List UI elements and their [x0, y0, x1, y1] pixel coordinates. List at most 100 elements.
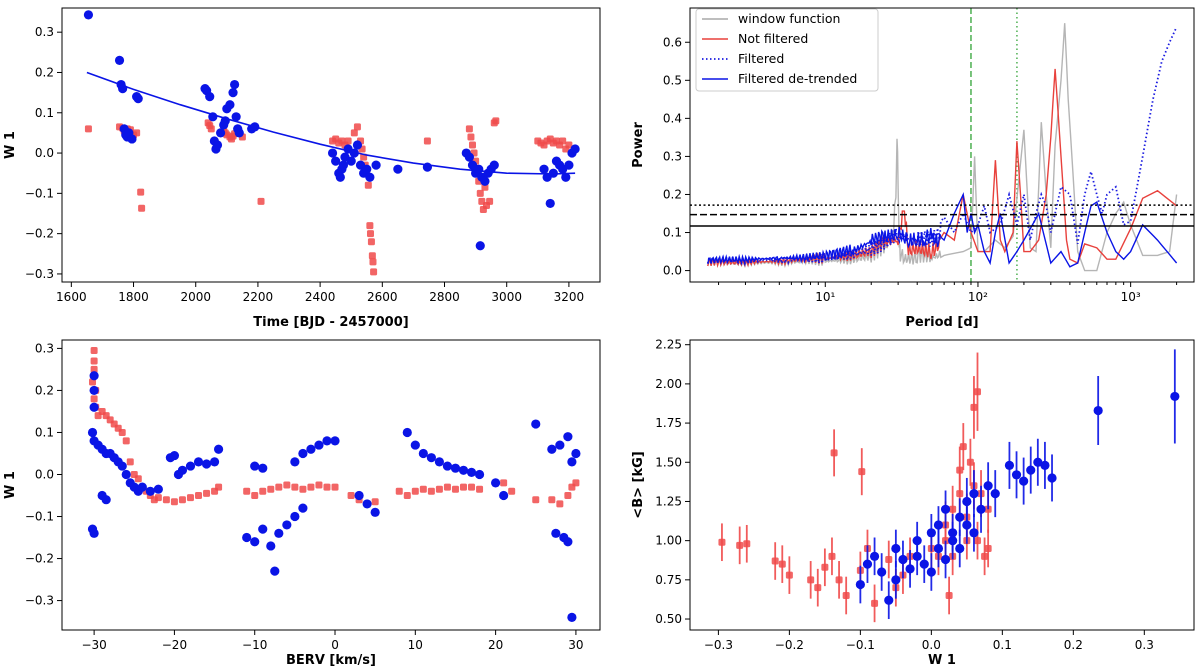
data-point-red: [500, 479, 508, 487]
data-point-red: [970, 403, 978, 411]
data-point-blue: [567, 457, 577, 467]
plot-frame-periodogram: [689, 7, 1195, 283]
data-point-blue: [89, 402, 99, 412]
panel-berv: BERV [km/s] W 1 −30 −20 −10 0 10 20 30 −0.3 −0.2…: [3, 339, 601, 666]
data-point-red: [467, 133, 475, 141]
data-point-red: [842, 592, 850, 600]
data-point-red: [215, 483, 223, 491]
plot-frame-berv: [61, 339, 601, 631]
y-tick-label: 0.2: [35, 383, 54, 397]
data-point-blue: [331, 156, 341, 166]
y-tick-label: −0.1: [25, 510, 54, 524]
data-point-blue: [145, 486, 155, 496]
data-point-red: [814, 584, 822, 592]
data-point-blue: [225, 100, 235, 110]
y-tick-label: 0.75: [655, 573, 682, 587]
x-tick-label: 3200: [554, 290, 585, 304]
data-point-blue: [948, 528, 958, 538]
data-point-blue: [177, 465, 188, 475]
data-point-blue: [545, 198, 555, 209]
data-point-red: [126, 458, 134, 466]
data-point-red: [207, 125, 215, 133]
data-point-blue: [884, 595, 894, 605]
data-point-red: [162, 496, 170, 504]
data-point-blue: [250, 537, 260, 547]
data-point-blue: [231, 112, 241, 122]
data-point-red: [344, 137, 352, 145]
data-point-red: [778, 560, 786, 568]
y-tick-label: 0.5: [663, 73, 682, 87]
data-point-red: [395, 487, 403, 495]
plot-content-berv: [87, 347, 581, 622]
y-tick-label: 1.50: [655, 455, 682, 469]
data-point-red: [195, 492, 203, 500]
data-point-blue: [127, 134, 137, 144]
data-point-blue: [905, 564, 915, 574]
data-point-blue: [547, 444, 557, 454]
data-point-red: [331, 483, 339, 491]
data-point-blue: [362, 499, 372, 509]
data-point-red: [251, 492, 259, 500]
data-point-red: [419, 485, 427, 493]
data-point-blue: [891, 543, 901, 554]
data-point-blue: [489, 160, 499, 170]
data-point-red: [364, 181, 372, 189]
data-point-blue: [346, 156, 356, 166]
data-point-blue: [434, 457, 445, 467]
y-tick-label: 1.25: [655, 494, 682, 508]
data-point-blue: [314, 440, 324, 450]
data-point-red: [451, 485, 459, 493]
data-point-red: [508, 487, 516, 495]
data-point-blue: [121, 469, 131, 480]
data-point-blue: [89, 371, 99, 381]
data-point-blue: [571, 448, 581, 459]
data-point-blue: [474, 469, 485, 480]
data-point-blue: [234, 128, 244, 138]
data-point-blue: [450, 463, 461, 473]
data-point-blue: [335, 172, 345, 182]
data-point-blue: [330, 436, 340, 446]
x-tick-label: 0.3: [1135, 638, 1154, 652]
data-point-red: [718, 538, 726, 546]
data-point-blue: [969, 528, 979, 538]
data-point-red: [186, 494, 194, 502]
data-point-red: [465, 125, 473, 133]
data-layer: [718, 349, 1180, 623]
data-point-blue: [327, 148, 338, 158]
data-point-blue: [371, 160, 381, 170]
data-point-red: [138, 204, 146, 212]
data-point-blue: [133, 94, 143, 104]
data-point-blue: [354, 490, 364, 501]
x-tick-label: 20: [488, 638, 503, 652]
data-point-red: [203, 489, 211, 497]
data-point-blue: [338, 160, 349, 170]
x-tick-label: 10²: [968, 290, 988, 304]
ylabel-periodogram: Power: [631, 122, 646, 168]
data-point-red: [443, 483, 451, 491]
xlabel-time-series: Time [BJD - 2457000]: [253, 315, 408, 330]
data-point-red: [423, 137, 431, 145]
data-point-blue: [393, 164, 403, 174]
data-point-blue: [370, 507, 380, 517]
x-tick-label: 2600: [367, 290, 398, 304]
data-point-blue: [464, 152, 474, 162]
data-point-red: [821, 563, 829, 571]
x-tick-label: 0.1: [993, 638, 1012, 652]
data-layer: [87, 347, 581, 622]
data-point-blue: [531, 419, 541, 429]
x-tick-label: 0.2: [1064, 638, 1083, 652]
data-point-red: [84, 125, 92, 133]
data-point-blue: [1011, 470, 1022, 480]
x-tick-label: −0.2: [775, 638, 804, 652]
data-point-blue: [137, 482, 147, 492]
legend-label-filtered-detrended: Filtered de-trended: [738, 71, 857, 86]
data-point-blue: [153, 484, 163, 494]
data-point-blue: [426, 453, 436, 463]
data-point-blue: [201, 459, 212, 469]
data-point-red: [90, 395, 98, 403]
fit-curve: [86, 71, 576, 175]
x-tick-label: −20: [162, 638, 187, 652]
y-tick-label: 0.0: [35, 146, 54, 160]
y-tick-label: 0.3: [35, 341, 54, 355]
data-point-red: [307, 483, 315, 491]
